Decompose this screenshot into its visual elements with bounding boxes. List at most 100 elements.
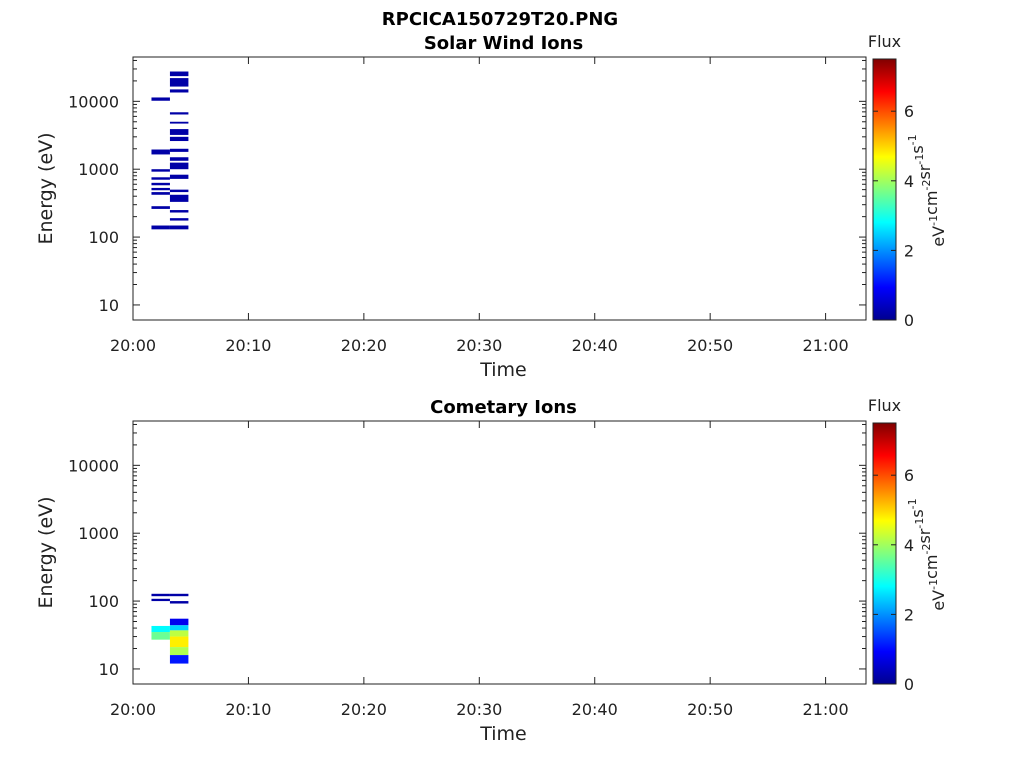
flux-cell xyxy=(169,174,189,179)
flux-cell xyxy=(169,618,189,626)
colorbar-tick-label: 2 xyxy=(904,241,914,260)
panel-2: 20:00 20:10 20:20 20:30 20:40 20:50 21:00 10 100… xyxy=(35,396,948,745)
flux-cell xyxy=(169,78,189,87)
colorbar xyxy=(872,422,897,685)
unit-base: eV xyxy=(929,590,948,611)
flux-cell xyxy=(169,89,189,93)
flux-cell xyxy=(151,598,170,602)
x-tick-label: 21:00 xyxy=(803,336,849,355)
x-tick-label: 20:30 xyxy=(456,700,502,719)
x-tick-label: 20:40 xyxy=(572,700,618,719)
flux-cell xyxy=(169,636,189,648)
colorbar-tick-label: 4 xyxy=(904,536,914,555)
flux-cell xyxy=(169,218,189,221)
flux-cell xyxy=(169,601,189,604)
flux-cell xyxy=(169,189,189,193)
colorbar-title: Flux xyxy=(868,396,901,415)
y-tick-label: 10000 xyxy=(68,92,119,111)
x-axis-label: Time xyxy=(479,723,527,745)
x-tick-label: 20:30 xyxy=(456,336,502,355)
y-tick-label: 100 xyxy=(88,228,119,247)
plot-frame xyxy=(132,420,867,685)
flux-cell xyxy=(169,136,189,142)
y-axis-label: Energy (eV) xyxy=(35,132,57,244)
unit-exponent: -1 xyxy=(906,134,919,145)
y-tick-label: 10000 xyxy=(68,456,119,475)
colorbar-title: Flux xyxy=(868,32,901,51)
flux-cell xyxy=(151,177,170,180)
colorbar-units-label: eV-1cm-2sr-1s-1 xyxy=(906,134,948,246)
flux-cell xyxy=(151,97,170,101)
flux-cell xyxy=(169,225,189,230)
y-tick-label: 1000 xyxy=(78,160,119,179)
colorbar-tick-label: 2 xyxy=(904,605,914,624)
flux-cell xyxy=(151,625,170,633)
panel-1: 20:00 20:10 20:20 20:30 20:40 20:50 21:00 10 100… xyxy=(35,32,948,381)
x-tick-label: 20:50 xyxy=(687,700,733,719)
panel-title: Solar Wind Ions xyxy=(424,33,583,54)
flux-cell xyxy=(169,630,189,637)
x-tick-label: 20:20 xyxy=(341,700,387,719)
unit-exponent: -1 xyxy=(913,518,926,529)
panel-title: Cometary Ions xyxy=(430,397,577,418)
unit-exponent: -2 xyxy=(920,544,933,555)
unit-base: cm xyxy=(922,555,941,579)
colorbar xyxy=(872,58,897,321)
y-tick-label: 10 xyxy=(99,296,119,315)
colorbar-tick-label: 6 xyxy=(904,102,914,121)
y-tick-label: 10 xyxy=(99,660,119,679)
plot-frame xyxy=(132,56,867,321)
x-tick-label: 20:40 xyxy=(572,336,618,355)
flux-cell xyxy=(169,655,189,664)
x-axis-label: Time xyxy=(479,359,527,381)
flux-cell xyxy=(169,112,189,115)
unit-exponent: -1 xyxy=(927,579,940,590)
flux-cell xyxy=(151,206,170,209)
unit-base: s xyxy=(908,509,927,517)
y-tick-label: 100 xyxy=(88,592,119,611)
flux-cell xyxy=(151,182,170,186)
flux-cell xyxy=(151,225,170,230)
unit-base: s xyxy=(908,145,927,153)
flux-cell xyxy=(169,157,189,161)
x-tick-label: 20:10 xyxy=(225,700,271,719)
flux-cell xyxy=(169,210,189,213)
flux-cell xyxy=(151,593,170,597)
colorbar-tick-label: 0 xyxy=(904,311,914,330)
flux-cell xyxy=(169,121,189,124)
unit-exponent: -2 xyxy=(920,180,933,191)
flux-cell xyxy=(151,187,170,191)
colorbar-units-label: eV-1cm-2sr-1s-1 xyxy=(906,498,948,610)
flux-cell xyxy=(169,148,189,152)
unit-exponent: -1 xyxy=(906,498,919,509)
y-tick-label: 1000 xyxy=(78,524,119,543)
unit-exponent: -1 xyxy=(927,215,940,226)
flux-cell xyxy=(169,71,189,77)
x-tick-label: 20:50 xyxy=(687,336,733,355)
unit-base: eV xyxy=(929,226,948,247)
unit-base: sr xyxy=(915,164,934,179)
x-tick-label: 20:20 xyxy=(341,336,387,355)
flux-cell xyxy=(169,647,189,656)
colorbar-tick-label: 6 xyxy=(904,466,914,485)
colorbar-tick-label: 0 xyxy=(904,675,914,694)
unit-base: sr xyxy=(915,528,934,543)
flux-cell xyxy=(151,192,170,195)
colorbar-tick-label: 4 xyxy=(904,172,914,191)
flux-cell xyxy=(169,593,189,597)
x-tick-label: 20:00 xyxy=(110,700,156,719)
unit-base: cm xyxy=(922,191,941,215)
y-axis-label: Energy (eV) xyxy=(35,496,57,608)
unit-exponent: -1 xyxy=(913,154,926,165)
flux-cell xyxy=(151,169,170,172)
x-tick-label: 20:10 xyxy=(225,336,271,355)
flux-cell xyxy=(169,625,189,631)
x-tick-label: 20:00 xyxy=(110,336,156,355)
flux-cell xyxy=(151,149,170,155)
x-tick-label: 21:00 xyxy=(803,700,849,719)
flux-cell xyxy=(169,129,189,135)
flux-cell xyxy=(169,162,189,170)
flux-cell xyxy=(151,632,170,640)
figure-title: RPCICA150729T20.PNG xyxy=(382,9,618,30)
